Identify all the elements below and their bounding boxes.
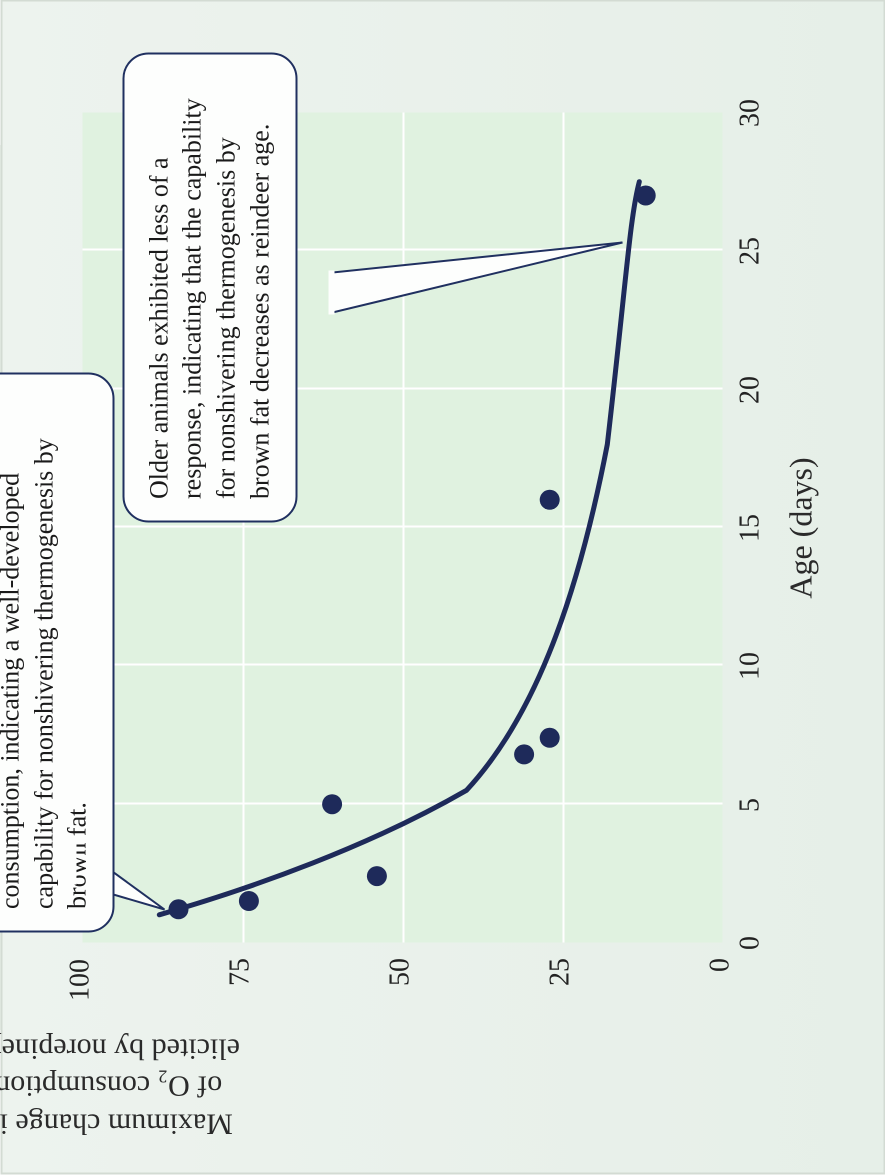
figure-canvas: Maximum change in rate of O₂ consumption…: [0, 0, 885, 1175]
callout-pointer-old: [332, 243, 622, 313]
y-tick-label: 75: [224, 958, 256, 1013]
page: Maximum change in rate of O₂ consumption…: [0, 145, 885, 1030]
x-tick-label: 5: [734, 775, 766, 835]
y-axis-label: Maximum change in rate of O₂ consumption…: [0, 1031, 402, 1144]
pointer-mask: [328, 271, 334, 315]
callout-young-text: When 1-day-olds were injected with norep…: [0, 438, 92, 909]
callout-old: Older animals exhibited less of a respon…: [122, 53, 297, 523]
x-tick-label: 0: [734, 913, 766, 973]
y-tick-label: 100: [64, 959, 96, 1025]
x-tick-label: 30: [734, 83, 766, 143]
callout-old-text: Older animals exhibited less of a respon…: [144, 98, 274, 499]
y-tick-label: 50: [384, 958, 416, 1013]
y-tick-label: 0: [704, 958, 736, 1013]
x-tick-label: 10: [734, 636, 766, 696]
x-tick-label: 15: [734, 498, 766, 558]
ylabel-line2: of O₂ consumption (%): [0, 1071, 222, 1104]
y-tick-label: 25: [544, 958, 576, 1013]
ylabel-line3: elicited by norepinephrine: [0, 1033, 239, 1066]
data-point: [366, 867, 386, 887]
ylabel-line1: Maximum change in rate: [0, 1108, 232, 1141]
callout-young: When 1-day-olds were injected with norep…: [0, 373, 115, 933]
x-tick-label: 20: [734, 360, 766, 420]
data-point: [514, 745, 534, 765]
data-point: [322, 795, 342, 815]
pointer-mask: [70, 841, 76, 885]
data-point: [539, 728, 559, 748]
x-tick-label: 25: [734, 221, 766, 281]
data-point: [168, 900, 188, 920]
data-point: [238, 892, 258, 912]
data-point: [635, 186, 655, 206]
x-axis-label: Age (days): [782, 113, 819, 943]
data-point: [539, 490, 559, 510]
